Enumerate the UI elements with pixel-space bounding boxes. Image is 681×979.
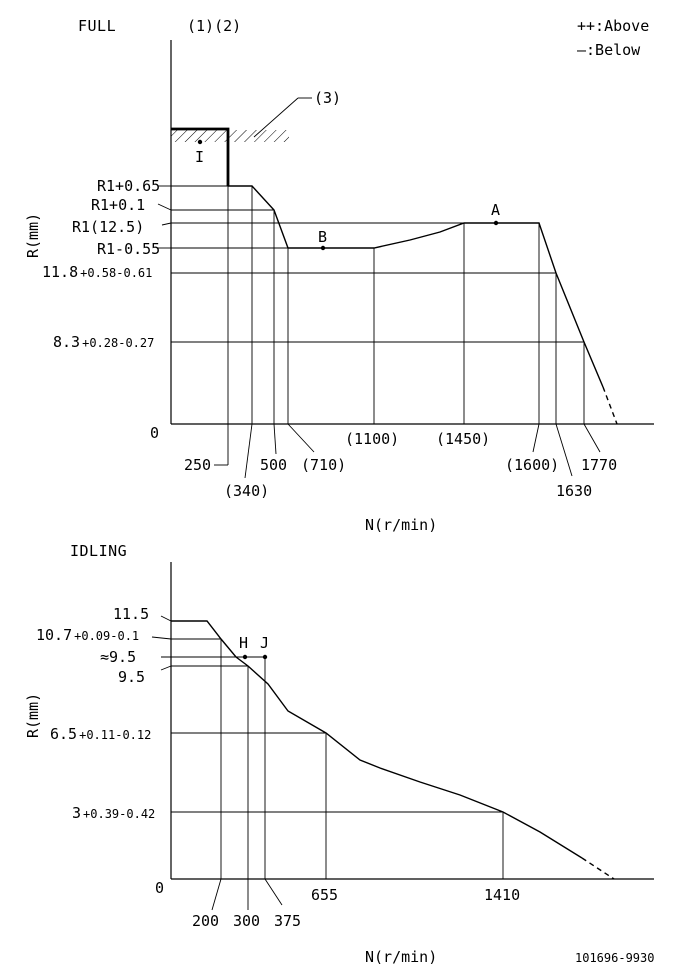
full-y-tick-r1-125: R1(12.5) (72, 218, 144, 236)
legend-above: ++:Above (577, 17, 649, 35)
full-x-axis-label: N(r/min) (365, 516, 437, 534)
full-curve (228, 185, 604, 388)
full-x-tick-1100: (1100) (345, 430, 399, 448)
doc-number: 101696-9930 (575, 951, 654, 965)
idling-x-tick-375: 375 (274, 912, 301, 930)
idling-y-axis-label: R(mm) (24, 693, 42, 738)
full-point-b-label: B (318, 228, 327, 246)
full-x-tick-1600: (1600) (505, 456, 559, 474)
full-x-tick-1770: 1770 (581, 456, 617, 474)
idling-point-j (262, 654, 268, 660)
full-point-b (320, 245, 326, 251)
idling-y-tick-95: 9.5 (118, 668, 145, 686)
full-stop-leader (253, 97, 299, 138)
full-stop-label: (3) (314, 89, 341, 107)
full-y-tick-r1-065: R1+0.65 (97, 177, 160, 195)
idling-y-tick-approx95: ≈9.5 (100, 648, 136, 666)
full-stop-hatch (171, 130, 289, 142)
idling-y-tick-3: 3 +0.39-0.42 (72, 804, 155, 822)
idling-x-tick-655: 655 (311, 886, 338, 904)
idling-y-tick-115: 11.5 (113, 605, 149, 623)
full-markers: (1)(2) (187, 17, 241, 35)
full-y-tick-118: 11.8 +0.58-0.61 (42, 263, 152, 281)
full-y-tick-r1-055: R1-0.55 (97, 240, 160, 258)
full-point-i-label: I (195, 148, 204, 166)
idling-y-tick-65: 6.5 +0.11-0.12 (50, 725, 151, 743)
full-title: FULL (78, 17, 116, 35)
full-point-a-label: A (491, 201, 500, 219)
full-x-tick-500: 500 (260, 456, 287, 474)
full-point-i (197, 139, 203, 145)
legend-below: —:Below (577, 41, 641, 59)
full-origin: 0 (150, 424, 159, 442)
idling-x-axis-label: N(r/min) (365, 948, 437, 966)
idling-y-tick-107: 10.7 +0.09-0.1 (36, 626, 139, 644)
full-point-a (493, 220, 499, 226)
idling-x-tick-300: 300 (233, 912, 260, 930)
full-x-tick-340: (340) (224, 482, 269, 500)
full-x-tick-1630: 1630 (556, 482, 592, 500)
full-y-axis-label: R(mm) (24, 213, 42, 258)
idling-curve (171, 620, 583, 859)
full-curve-upper (171, 127, 230, 186)
full-x-tick-250: 250 (184, 456, 211, 474)
full-y-tick-83: 8.3 +0.28-0.27 (53, 333, 154, 351)
idling-title: IDLING (70, 542, 127, 560)
full-chart: FULL (1)(2) 0 (3) R1+0.65 R1+0.1 R1(12.5… (24, 17, 654, 534)
idling-origin: 0 (155, 879, 164, 897)
idling-chart: IDLING 0 11.5 10.7 +0.09-0.1 ≈9.5 9.5 6.5… (24, 542, 654, 966)
idling-x-tick-1410: 1410 (484, 886, 520, 904)
full-y-tick-r1-01: R1+0.1 (91, 196, 145, 214)
idling-x-tick-200: 200 (192, 912, 219, 930)
idling-point-j-label: J (260, 634, 269, 652)
full-x-tick-710: (710) (301, 456, 346, 474)
full-curve-dashed (602, 386, 618, 425)
idling-point-h (242, 654, 248, 660)
idling-point-h-label: H (239, 634, 248, 652)
idling-curve-dashed (581, 857, 615, 880)
full-x-tick-1450: (1450) (436, 430, 490, 448)
